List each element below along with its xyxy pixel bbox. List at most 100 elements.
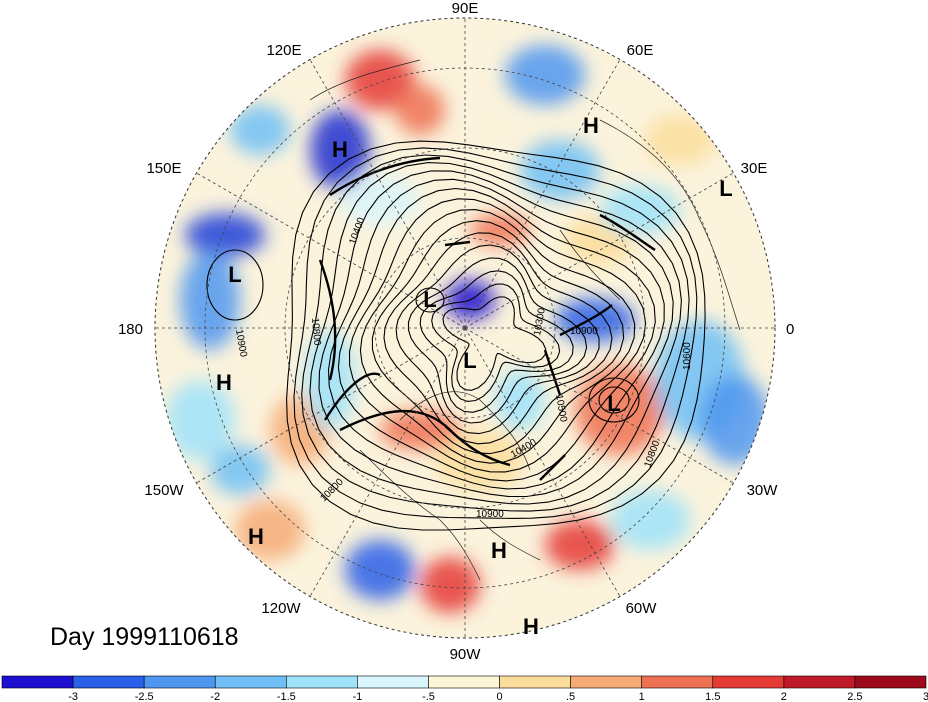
colorbar-swatch	[854, 675, 927, 689]
closed-contour	[206, 249, 264, 321]
height-contour	[442, 296, 547, 391]
parallel	[204, 67, 726, 589]
jet-contour	[339, 409, 511, 467]
colorbar-tick-label: 3	[923, 691, 928, 702]
meridian	[464, 172, 734, 329]
colorbar-tick-label: .5	[566, 691, 575, 702]
coastlines	[309, 59, 741, 581]
low-marker: L	[423, 287, 436, 312]
lon-label-30w: 30W	[747, 482, 779, 499]
high-marker: H	[583, 113, 599, 138]
height-contour	[293, 147, 698, 519]
parallel	[284, 147, 646, 509]
colorbar-tick-label: -1.5	[277, 691, 296, 702]
lon-label-30e: 30E	[741, 160, 768, 177]
colorbar-swatch	[72, 675, 145, 689]
low-marker: L	[228, 262, 241, 287]
colorbar-swatch	[570, 675, 642, 689]
colorbar-tick-label: 2	[781, 691, 787, 702]
contour-label: 10900	[570, 326, 598, 337]
height-contour	[431, 283, 561, 402]
height-contour	[419, 270, 574, 413]
closed-contour	[598, 386, 630, 414]
colorbar-tick-label: 1.5	[705, 691, 720, 702]
lon-label-150w: 150W	[144, 482, 184, 499]
jet-contour	[323, 372, 381, 421]
lon-label-180: 180	[118, 321, 143, 338]
lon-label-60e: 60E	[627, 42, 654, 59]
low-marker: L	[607, 391, 620, 416]
colorbar-tick-label: -.5	[422, 691, 435, 702]
high-marker: H	[248, 524, 264, 549]
colorbar-swatch	[783, 675, 856, 689]
meridian	[196, 172, 466, 329]
height-contour	[407, 257, 588, 424]
height-contour	[309, 162, 682, 505]
colorbar-swatch	[428, 675, 500, 689]
parallel	[374, 237, 556, 419]
longitude-labels: 90E 60E 30E 0 30W 60W 90W 120W 150W 180 …	[118, 0, 794, 663]
coastline	[479, 519, 541, 561]
graticule	[155, 18, 775, 638]
meridian	[309, 59, 466, 329]
contour-label: 10300	[532, 307, 548, 337]
high-marker: H	[332, 137, 348, 162]
contour-label: 10600	[682, 342, 693, 370]
lon-label-90w: 90W	[450, 646, 482, 663]
meridian	[464, 327, 621, 597]
meridian	[196, 327, 466, 484]
colorbar-swatch	[357, 675, 429, 689]
contour-label: 10800	[309, 317, 322, 346]
height-contour	[383, 232, 613, 445]
high-marker: H	[216, 370, 232, 395]
colorbar: -3 -2.5 -2 -1.5 -1 -.5 0 .5 1 1.5 2 2.5 3	[1, 675, 928, 702]
colorbar-swatch	[712, 675, 785, 689]
jet-contours	[318, 156, 656, 481]
contour-label: 10500	[553, 394, 569, 424]
lon-label-150e: 150E	[146, 160, 181, 177]
colorbar-tick-label: 2.5	[847, 691, 862, 702]
low-marker: L	[463, 348, 476, 373]
coastline	[559, 229, 621, 301]
coastline	[599, 119, 741, 331]
colorbar-tick-label: -1	[353, 691, 363, 702]
height-contour	[395, 244, 600, 435]
map-border	[154, 17, 776, 639]
colorbar-swatch	[214, 675, 287, 689]
jet-contour	[329, 156, 441, 196]
high-marker: H	[523, 614, 539, 639]
colorbar-swatch	[641, 675, 714, 689]
height-contour	[301, 154, 690, 512]
jet-contour	[559, 304, 613, 337]
lon-label-60w: 60W	[626, 600, 658, 617]
coastline	[359, 449, 481, 581]
lon-label-120w: 120W	[261, 600, 301, 617]
colorbar-tick-label: -3	[68, 691, 78, 702]
colorbar-tick-label: 0	[496, 691, 502, 702]
jet-contour	[444, 240, 471, 247]
height-contour	[286, 140, 706, 531]
jet-contour	[539, 454, 566, 481]
colorbar-tick-label: -2.5	[135, 691, 154, 702]
lon-label-120e: 120E	[266, 42, 301, 59]
contour-label: 10900	[476, 509, 504, 520]
coastline	[309, 59, 421, 101]
jet-contour	[599, 213, 656, 251]
coastline	[399, 391, 531, 471]
lon-label-90e: 90E	[452, 0, 479, 17]
map-disc	[155, 18, 775, 638]
high-marker: H	[491, 538, 507, 563]
height-contour	[359, 209, 636, 464]
height-contour	[318, 170, 674, 498]
lon-label-0: 0	[786, 321, 794, 338]
meridian	[309, 327, 466, 597]
day-label: Day 1999110618	[50, 623, 239, 651]
colorbar-swatch	[143, 675, 216, 689]
jet-contour	[318, 259, 337, 381]
closed-contour	[588, 377, 640, 423]
colorbar-tick-label: 1	[639, 691, 645, 702]
meridian	[464, 59, 621, 329]
colorbar-swatch	[499, 675, 571, 689]
pressure-markers: H L L H L L L H H H H	[216, 113, 733, 639]
